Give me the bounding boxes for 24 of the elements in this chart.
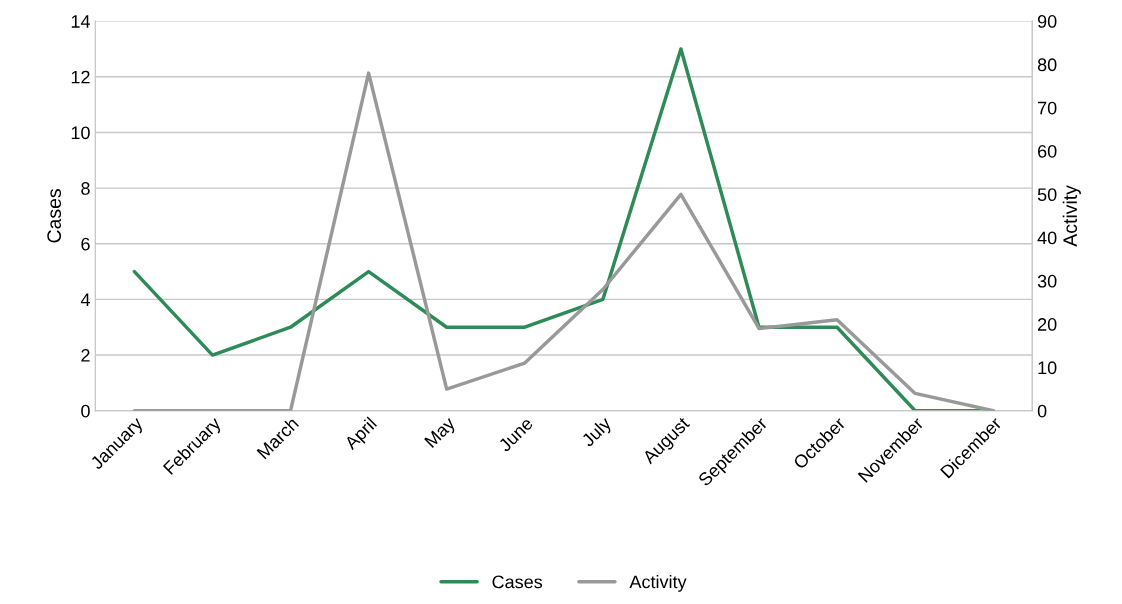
x-tick-label: May — [424, 416, 459, 451]
legend-label: Activity — [629, 575, 687, 592]
y2-tick-label: 40 — [1037, 231, 1057, 245]
y-tick-label: 2 — [81, 349, 90, 362]
y-axis-title: Cases — [47, 189, 62, 243]
y-tick-label: 6 — [81, 237, 90, 251]
y-tick-label: 8 — [81, 182, 90, 195]
y2-tick-label: 60 — [1038, 144, 1057, 158]
legend-label: Cases — [492, 575, 543, 589]
y2-tick-label: 0 — [1037, 404, 1047, 418]
y2-tick-label: 90 — [1037, 15, 1057, 28]
y2-tick-label: 10 — [1038, 361, 1057, 375]
y2-tick-label: 50 — [1037, 188, 1057, 202]
y-tick-label: 10 — [71, 126, 90, 140]
y-tick-label: 0 — [81, 404, 90, 418]
y2-axis-title: Activity — [1062, 185, 1081, 247]
y2-tick-label: 30 — [1037, 274, 1057, 288]
y2-tick-label: 20 — [1038, 318, 1057, 331]
y2-tick-label: 80 — [1037, 58, 1057, 72]
x-tick-label: July — [580, 415, 615, 450]
y-tick-label: 14 — [71, 15, 90, 28]
y-tick-label: 4 — [80, 293, 90, 306]
y-tick-label: 12 — [71, 70, 90, 84]
y2-tick-label: 70 — [1038, 101, 1057, 115]
